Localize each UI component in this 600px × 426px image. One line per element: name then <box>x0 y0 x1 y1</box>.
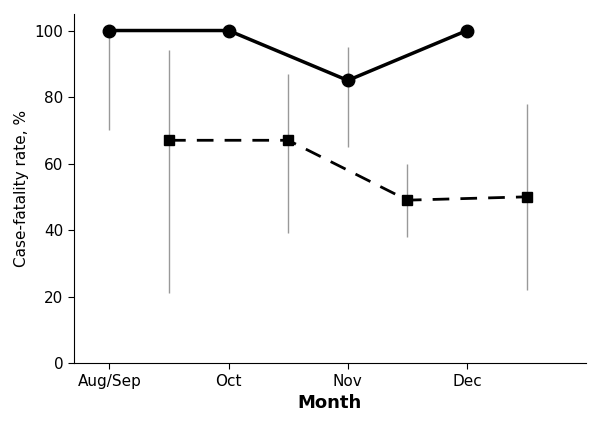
X-axis label: Month: Month <box>298 394 362 412</box>
Y-axis label: Case-fatality rate, %: Case-fatality rate, % <box>14 110 29 267</box>
